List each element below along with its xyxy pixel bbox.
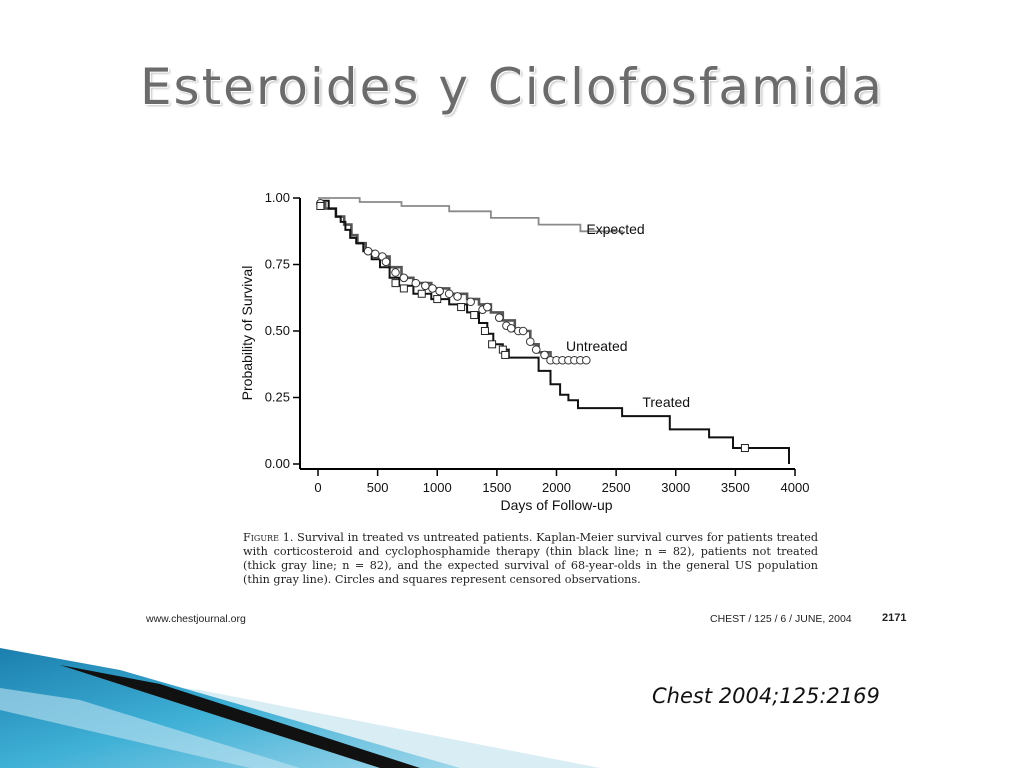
- citation: Chest 2004;125:2169: [652, 684, 880, 708]
- chart-censored-marks: [316, 199, 749, 453]
- y-tick-label: 0.50: [265, 323, 290, 338]
- censored-square: [391, 279, 400, 288]
- x-tick-label: 1000: [423, 480, 452, 495]
- figure-caption-text: Survival in treated vs untreated patient…: [243, 531, 819, 586]
- y-tick-label: 0.25: [265, 390, 290, 405]
- decor-dark-band: [60, 665, 420, 768]
- censored-square: [488, 340, 497, 349]
- censored-circle: [370, 249, 380, 259]
- x-tick-label: 0: [314, 480, 321, 495]
- slide-title: Esteroides y Ciclofosfamida: [139, 58, 885, 116]
- censored-circle: [391, 268, 400, 277]
- censored-circle: [483, 302, 492, 312]
- censored-square: [399, 284, 408, 293]
- series-line-treated: [318, 199, 790, 464]
- x-axis-label: Days of Follow-up: [500, 497, 612, 513]
- censored-circle: [363, 246, 373, 256]
- censored-square: [740, 444, 749, 453]
- journal-url: www.chestjournal.org: [146, 613, 246, 625]
- journal-issue: CHEST / 125 / 6 / JUNE, 2004: [710, 613, 852, 625]
- censored-circle: [399, 273, 409, 283]
- censored-square: [417, 289, 426, 298]
- y-axis-label: Probability of Survival: [239, 266, 255, 401]
- chart-axes: [293, 197, 796, 476]
- censored-square: [501, 350, 510, 359]
- y-tick-label: 0.00: [265, 456, 290, 471]
- censored-circle: [531, 345, 541, 354]
- censored-circle: [421, 281, 430, 291]
- censored-square: [480, 327, 489, 335]
- x-tick-label: 3500: [721, 480, 750, 495]
- page-number: 2171: [882, 612, 907, 624]
- censored-circle: [540, 350, 549, 360]
- censored-square: [470, 311, 479, 320]
- censored-circle: [582, 355, 591, 365]
- censored-circle: [444, 289, 454, 299]
- censored-circle: [525, 337, 535, 346]
- decor-white-stripe: [0, 688, 300, 768]
- censored-circle: [428, 284, 437, 293]
- series-annotation: Expected: [586, 221, 644, 237]
- y-tick-label: 1.00: [265, 190, 290, 205]
- x-tick-label: 1500: [482, 480, 511, 495]
- y-tick-label: 0.75: [265, 257, 290, 272]
- figure-label: Figure 1.: [243, 531, 294, 544]
- series-line-untreated: [318, 202, 587, 362]
- figure-caption: Figure 1. Survival in treated vs untreat…: [243, 531, 818, 587]
- decorative-swoosh: [0, 648, 600, 768]
- x-tick-label: 2500: [602, 480, 631, 495]
- x-tick-label: 500: [367, 480, 389, 495]
- censored-circle: [435, 286, 444, 296]
- censored-circle: [381, 257, 391, 267]
- censored-circle: [411, 278, 421, 288]
- series-annotation: Untreated: [566, 338, 627, 354]
- chart-labels: 0 500 1000 1500 2000 2500 3000 3500 4000 0.00 0.25…: [239, 190, 809, 513]
- series-annotation: Treated: [642, 394, 690, 410]
- chart-series: [318, 197, 790, 464]
- censored-square: [316, 201, 325, 210]
- censored-square: [457, 303, 466, 312]
- censored-square: [433, 295, 442, 304]
- x-tick-label: 2000: [542, 480, 571, 495]
- x-tick-label: 3000: [661, 480, 690, 495]
- censored-circle: [453, 292, 462, 301]
- censored-circle: [466, 297, 475, 307]
- series-line-expected: [318, 197, 623, 236]
- censored-circle: [518, 326, 528, 336]
- censored-circle: [494, 313, 504, 323]
- x-tick-label: 4000: [781, 480, 810, 495]
- survival-chart: 0 500 1000 1500 2000 2500 3000 3500 4000 0.00 0.25…: [239, 190, 809, 513]
- censored-circle: [506, 324, 516, 333]
